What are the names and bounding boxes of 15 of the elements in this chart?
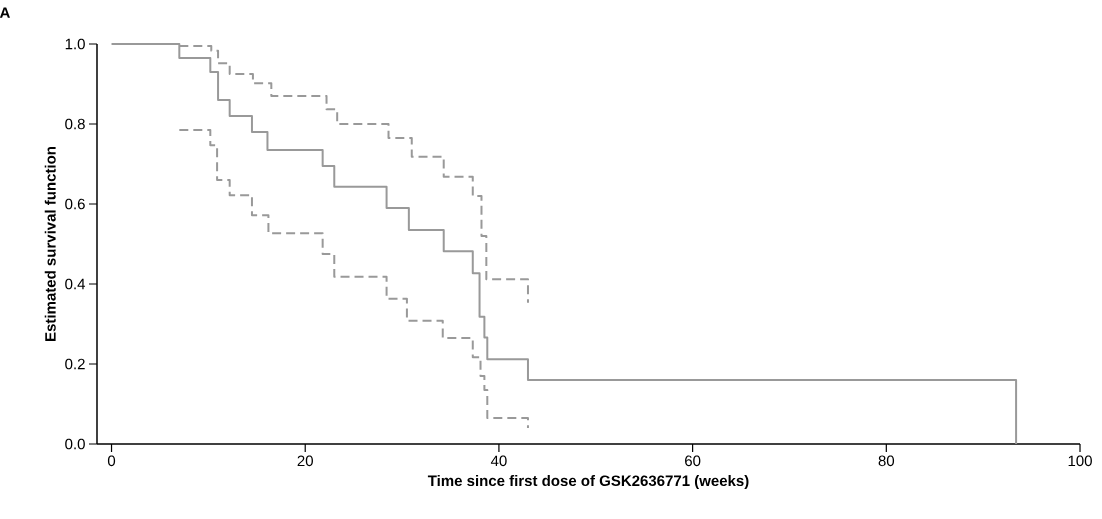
x-tick-label: 0 <box>107 455 116 467</box>
y-tick-label: 0.0 <box>65 438 85 450</box>
y-tick-label: 0.2 <box>65 358 85 370</box>
x-tick-label: 60 <box>685 455 701 467</box>
x-tick-label: 80 <box>878 455 895 467</box>
y-tick-label: 0.4 <box>65 278 86 290</box>
x-axis-title: Time since first dose of GSK2636771 (weeks) <box>427 475 749 489</box>
x-tick-label: 40 <box>490 455 507 467</box>
y-tick-label: 0.8 <box>65 118 85 130</box>
x-tick-label: 20 <box>297 455 313 467</box>
y-axis-title: Estimated survival function <box>44 147 56 341</box>
x-tick-label: 100 <box>1068 455 1092 467</box>
y-tick-label: 0.6 <box>65 198 85 210</box>
text: A <box>0 7 10 18</box>
y-tick-label: 1.0 <box>65 38 85 50</box>
